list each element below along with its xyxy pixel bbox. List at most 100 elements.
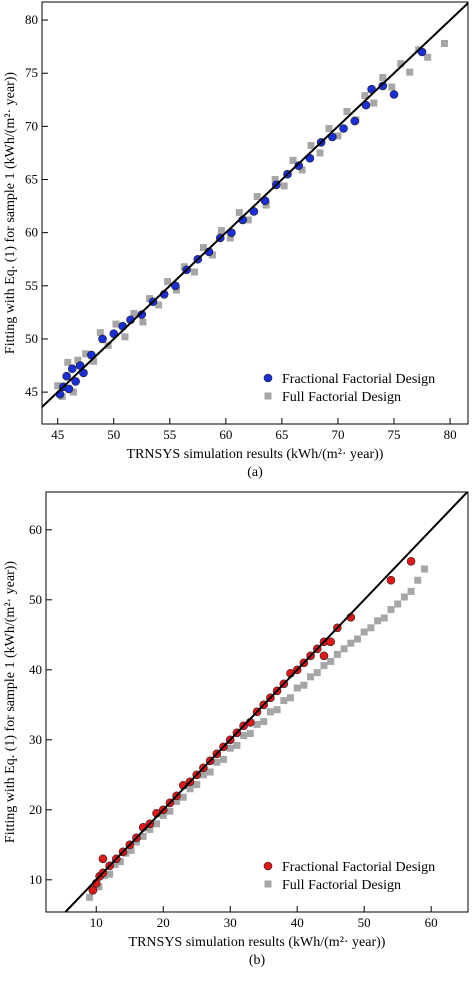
point [106, 870, 114, 878]
point [300, 681, 308, 689]
point [379, 73, 387, 81]
point [199, 771, 207, 779]
point [406, 68, 414, 76]
x-tick-label: 20 [157, 915, 170, 930]
legend-label: Fractional Factorial Design [282, 860, 435, 875]
y-tick-label: 55 [25, 278, 38, 293]
point [414, 576, 422, 584]
point [74, 356, 82, 364]
point [186, 785, 194, 793]
point [90, 357, 98, 365]
point [54, 382, 62, 390]
point [253, 193, 261, 201]
point [226, 234, 234, 242]
x-tick-label: 80 [444, 427, 457, 442]
y-tick-label: 80 [25, 12, 38, 27]
point [286, 694, 294, 702]
point [111, 860, 119, 868]
point [260, 718, 268, 726]
points [86, 556, 428, 901]
point [343, 107, 351, 115]
x-tick-label: 60 [219, 427, 232, 442]
point [190, 268, 198, 276]
y-tick-label: 60 [29, 522, 42, 537]
point [213, 758, 221, 766]
point [179, 793, 187, 801]
point [217, 227, 225, 235]
x-tick-label: 10 [90, 915, 103, 930]
point [173, 797, 181, 805]
point [394, 600, 402, 608]
point [244, 216, 252, 224]
x-tick-label: 55 [163, 427, 176, 442]
point [387, 606, 395, 614]
point [98, 854, 108, 864]
point [406, 556, 416, 566]
point [271, 176, 279, 184]
point [240, 732, 248, 740]
point [121, 333, 129, 341]
point [386, 575, 396, 585]
point [266, 708, 274, 716]
point [289, 156, 297, 164]
point [327, 657, 335, 665]
point [86, 893, 94, 901]
legend-marker [264, 392, 272, 400]
point [96, 329, 104, 337]
point [333, 650, 341, 658]
point [389, 90, 399, 99]
point [339, 124, 348, 133]
point [280, 182, 288, 190]
x-axis-label: TRNSYS simulation results (kWh/(m²· year… [127, 447, 384, 462]
x-tick-label: 30 [224, 915, 237, 930]
point [98, 334, 107, 344]
point [62, 371, 71, 381]
point [220, 755, 228, 763]
y-tick-label: 60 [25, 225, 38, 240]
point [64, 358, 72, 366]
point [293, 684, 301, 692]
point [166, 807, 174, 815]
reference-line [64, 492, 468, 912]
point [378, 81, 388, 91]
point [82, 350, 90, 358]
point [146, 295, 154, 303]
point [206, 768, 214, 776]
point [71, 377, 80, 386]
point [313, 669, 321, 677]
legend-marker [263, 861, 273, 871]
point [246, 730, 254, 737]
point [112, 320, 120, 328]
reference-line [42, 2, 468, 408]
point [388, 83, 396, 91]
point [340, 645, 348, 653]
point [69, 388, 77, 396]
x-axis-label: TRNSYS simulation results (kWh/(m²· year… [129, 935, 386, 950]
point [347, 639, 355, 647]
x-tick-label: 40 [291, 915, 304, 930]
point [307, 142, 315, 150]
point [208, 251, 216, 259]
point [95, 883, 103, 891]
x-tick-label: 60 [425, 915, 438, 930]
point [67, 364, 77, 374]
point [127, 846, 135, 854]
x-tick-label: 45 [51, 427, 64, 442]
point [326, 637, 335, 647]
point [307, 673, 315, 681]
point [407, 587, 415, 595]
y-axis-label: Fitting with Eq. (1) for sample 1 (kWh/(… [3, 561, 18, 844]
point [280, 697, 288, 705]
point [316, 149, 324, 157]
points [54, 39, 448, 400]
point [334, 132, 342, 140]
point [226, 744, 234, 752]
point [159, 811, 167, 819]
point [440, 39, 448, 47]
point [155, 301, 163, 309]
legend-label: Full Factorial Design [282, 390, 401, 405]
point [420, 565, 428, 573]
point [298, 166, 306, 174]
point [360, 628, 368, 636]
